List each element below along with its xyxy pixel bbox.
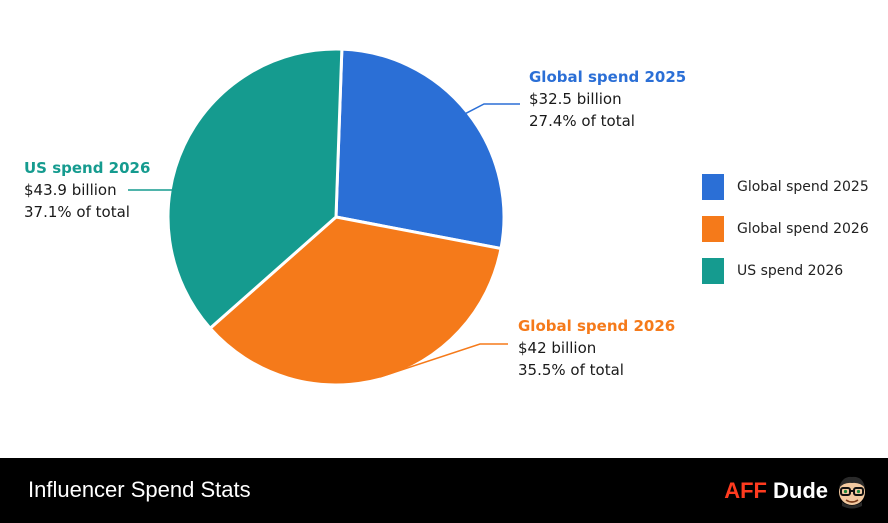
legend-swatch — [702, 174, 724, 200]
footer-bar: Influencer Spend Stats AFF Dude — [0, 458, 888, 523]
cartoon-avatar-with-glasses-icon — [839, 476, 865, 509]
callout-value: $42 billion — [518, 339, 597, 357]
brand-aff-text: AFF — [724, 478, 767, 503]
pie-chart — [128, 47, 520, 387]
chart-area: Global spend 2025 $32.5 billion 27.4% of… — [24, 47, 869, 387]
callout-leader-lines — [128, 103, 520, 378]
callout-name: Global spend 2026 — [518, 317, 676, 335]
legend-item-global-2025: Global spend 2025 — [702, 174, 869, 200]
callout-global-2026: Global spend 2026 $42 billion 35.5% of t… — [518, 315, 675, 381]
legend-item-us-2026: US spend 2026 — [702, 258, 869, 284]
brand-dude-text: Dude — [773, 478, 828, 503]
callout-percent: 37.1% of total — [24, 203, 130, 221]
callout-name: US spend 2026 — [24, 159, 151, 177]
legend-swatch — [702, 216, 724, 242]
callout-percent: 27.4% of total — [529, 112, 635, 130]
leader-line-global-2025 — [465, 103, 520, 115]
brand-logo: AFF Dude — [724, 472, 870, 510]
callout-name: Global spend 2025 — [529, 68, 687, 86]
legend-swatch — [702, 258, 724, 284]
leader-line-global-2026 — [379, 343, 508, 378]
legend-label: Global spend 2026 — [737, 221, 869, 237]
pie-slice-us-2026 — [166, 47, 344, 331]
legend-label: Global spend 2025 — [737, 179, 869, 195]
callout-us-2026: US spend 2026 $43.9 billion 37.1% of tot… — [24, 157, 150, 223]
callout-percent: 35.5% of total — [518, 361, 624, 379]
chart-legend: Global spend 2025 Global spend 2026 US s… — [702, 174, 869, 300]
pie-slice-global-2025 — [334, 47, 506, 251]
pie-slices — [166, 47, 506, 387]
callout-value: $43.9 billion — [24, 181, 117, 199]
callout-global-2025: Global spend 2025 $32.5 billion 27.4% of… — [529, 66, 686, 132]
legend-label: US spend 2026 — [737, 263, 844, 279]
footer-title: Influencer Spend Stats — [28, 477, 251, 502]
callout-value: $32.5 billion — [529, 90, 622, 108]
legend-item-global-2026: Global spend 2026 — [702, 216, 869, 242]
pie-slice-global-2026 — [208, 215, 503, 387]
